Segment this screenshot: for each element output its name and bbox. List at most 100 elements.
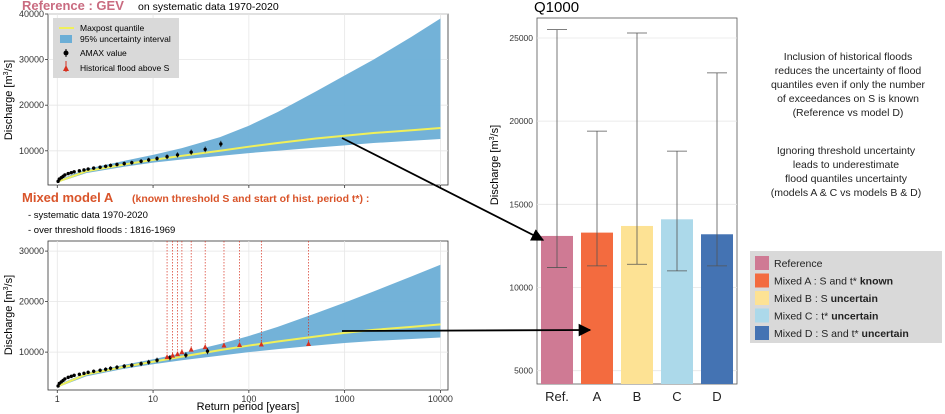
top-amax-point-14 [108,163,113,168]
bar-legend-item-0: Reference [774,258,823,270]
annotation-2-line-3: (models A & C vs models B & D) [771,187,922,199]
mid-hist-point-5 [202,344,208,350]
annotation-2-line-1: leads to underestimate [793,159,899,171]
bar-legend-swatch-4 [755,326,769,340]
mid-hist-point-4 [188,346,194,352]
top-amax-point-10 [86,167,90,171]
bar-plot-area: 5000 10000 15000 20000 25000 Ref. A B C D [509,17,738,404]
legend-item-1: 95% uncertainty interval [80,34,171,44]
mid-amax-point-16 [122,364,126,368]
bar-legend-swatch-3 [755,308,769,323]
mid-amax-point-8 [77,372,82,377]
top-amax-point-11 [92,166,96,170]
bar-ytick-label-2: 15000 [509,199,533,209]
bar-legend: Reference Mixed A : S and t* known Mixed B… [750,251,942,343]
top-amax-point-19 [146,158,151,162]
top-amax-point-13 [103,164,108,169]
top-amax-point-6 [69,170,73,175]
top-amax-point-16 [122,161,126,166]
top-amax-point-24 [203,147,207,152]
mid-amax-point-15 [115,365,119,369]
legend-item-3: Historical flood above S [80,63,170,73]
mid-hist-point-2 [175,351,181,357]
bar-legend-item-1: Mixed A : S and t* known [774,276,893,288]
mid-plot-area: 10000 20000 30000 1 10 100 1000 10000 [19,240,453,404]
top-amax-point-20 [155,156,159,161]
top-interval-band [57,18,441,183]
top-y-axis-label: Discharge [m3/s] [3,60,15,140]
mid-amax-point-12 [98,368,102,373]
bar-category-label-1: A [593,389,602,404]
legend-amax-marker [63,50,69,56]
bar-legend-swatch-0 [755,256,769,270]
top-amax-point-7 [72,170,76,174]
bar-category-label-2: B [633,389,642,404]
mid-ytick-label-0: 10000 [19,347,44,357]
top-amax-point-15 [115,162,119,167]
bar-category-label-3: C [672,389,681,404]
mid-hist-point-9 [306,341,312,347]
mid-amax-point-11 [92,369,96,374]
bar-category-label-4: D [712,389,721,404]
bar-ytick-label-3: 20000 [509,116,533,126]
top-amax-point-9 [82,168,86,172]
annotations: Inclusion of historical floods reduces th… [771,51,926,199]
mid-interval-band [57,264,441,388]
mid-ytick-label-1: 20000 [19,297,44,307]
top-amax-point-12 [98,165,102,169]
mid-amax-point-6 [69,374,73,379]
mid-note-2: - over threshold floods : 1816-1969 [28,225,175,236]
top-amax-point-25 [219,142,223,146]
bar-legend-swatch-2 [755,291,769,305]
mid-xtick-label-4: 10000 [428,394,453,404]
mid-amax-point-4 [63,377,67,381]
bar-ytick-label-4: 25000 [509,33,533,43]
mid-title-paren: (known threshold S and start of hist. pe… [132,193,369,205]
top-legend: Maxpost quantile 95% uncertainty interva… [53,18,179,78]
bar-legend-box [750,251,942,343]
mid-amax-point-10 [86,370,90,375]
legend-interval-swatch [60,35,72,43]
annotation-1-line-2: quantiles even if only the number [771,79,926,91]
mid-xtick-label-2: 100 [241,394,256,404]
mid-amax-point-14 [108,366,113,370]
annotation-1-line-4: (Reference vs model D) [793,107,904,119]
bar-chart-title: Q1000 [534,0,579,16]
top-amax-point-17 [130,160,134,165]
mid-amax-point-7 [72,373,76,378]
arrow-mid-to-a [341,323,592,337]
mid-amax-point-9 [82,371,86,376]
top-title-ref: Reference : GEV [22,0,124,13]
legend-hist-marker [63,65,69,71]
bar-legend-item-4: Mixed D : S and t* uncertain [774,328,909,340]
top-ytick-label-1: 20000 [19,100,44,110]
mid-amax-point-23 [205,349,210,353]
top-ytick-label-2: 30000 [19,55,44,65]
bar-ytick-label-0: 5000 [514,366,533,376]
top-amax-point-5 [66,171,70,176]
mid-amax-point-18 [139,362,143,366]
annotation-2-line-0: Ignoring threshold uncertainty [777,145,916,157]
bar-legend-swatch-1 [755,273,769,288]
bar-legend-item-2: Mixed B : S uncertain [774,293,878,305]
annotation-1-line-1: reduces the uncertainty of flood [775,65,922,77]
x-axis-label: Return period [years] [197,401,300,413]
mid-hist-point-1 [170,352,176,358]
mid-xtick-label-0: 1 [55,394,60,404]
annotation-2-line-2: flood quantiles uncertainty [785,173,908,185]
annotation-1-line-0: Inclusion of historical floods [784,51,912,63]
bar-category-label-0: Ref. [545,389,569,404]
mid-amax-point-20 [155,358,159,362]
annotation-1-line-3: of exceedances on S is known [777,93,919,105]
mid-hist-point-3 [179,349,185,355]
mid-hist-point-8 [258,341,264,347]
mid-amax-point-13 [103,367,108,371]
top-title-rest: on systematic data 1970-2020 [138,1,279,13]
top-amax-point-23 [189,150,193,154]
top-ytick-label-0: 10000 [19,146,44,156]
arrow-top-to-ref [341,137,545,241]
mid-xtick-label-3: 1000 [335,394,355,404]
mid-xtick-label-1: 10 [148,394,158,404]
mid-amax-point-0 [56,384,60,388]
mid-amax-point-5 [66,375,70,380]
